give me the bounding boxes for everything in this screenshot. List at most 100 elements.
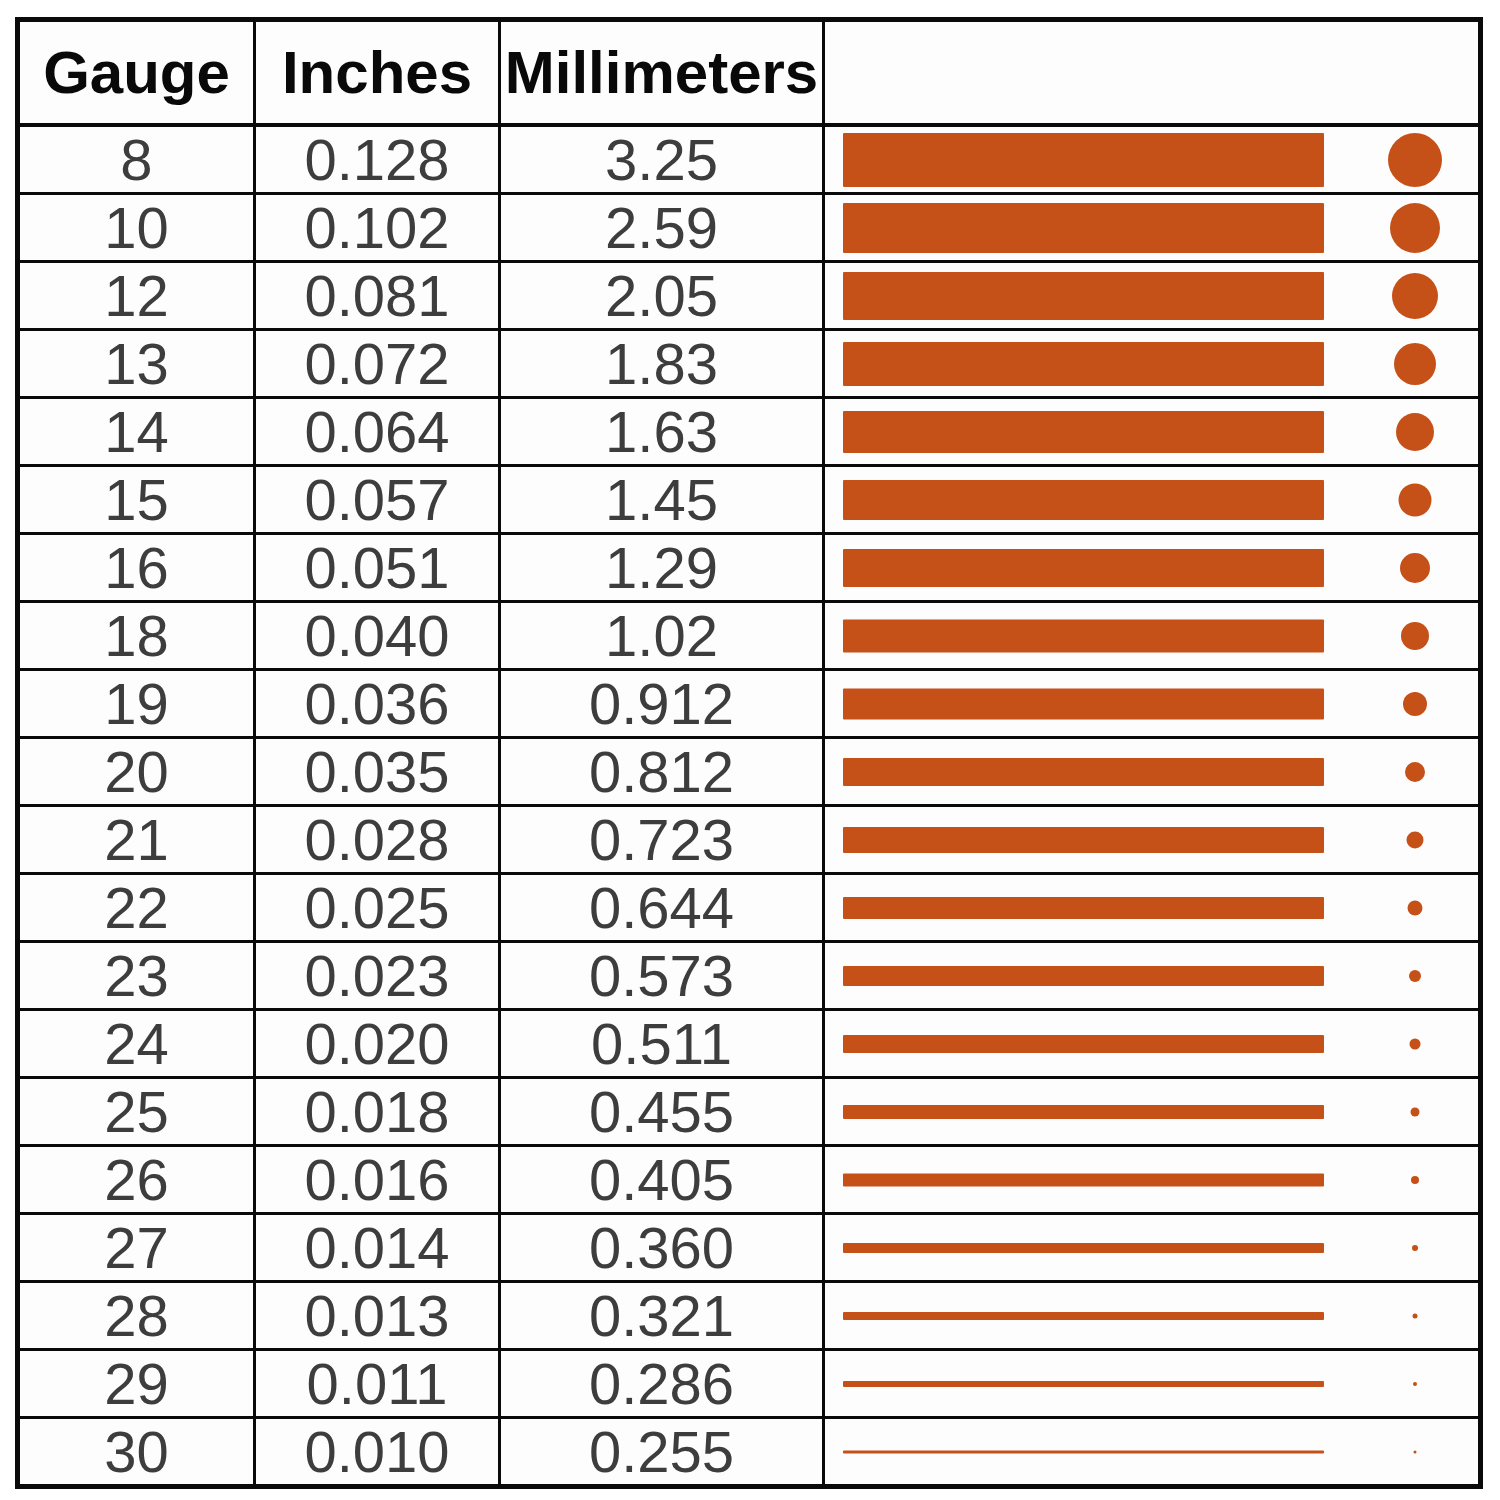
inches-cell: 0.014 xyxy=(253,1215,498,1280)
table-row: 8 0.128 3.25 xyxy=(20,127,1478,195)
header-millimeters: Millimeters xyxy=(498,22,822,123)
size-visual-cell xyxy=(822,1419,1478,1484)
inches-cell: 0.081 xyxy=(253,263,498,328)
size-visual-cell xyxy=(822,127,1478,192)
wire-diameter-dot xyxy=(1405,762,1425,782)
size-visual-cell xyxy=(822,1215,1478,1280)
size-visual-cell xyxy=(822,467,1478,532)
gauge-cell: 22 xyxy=(20,875,253,940)
inches-cell: 0.072 xyxy=(253,331,498,396)
wire-thickness-bar xyxy=(843,549,1324,587)
wire-diameter-dot xyxy=(1413,1313,1418,1318)
wire-thickness-bar xyxy=(843,480,1324,520)
inches-cell: 0.040 xyxy=(253,603,498,668)
wire-thickness-bar xyxy=(843,1312,1324,1320)
size-visual-cell xyxy=(822,535,1478,600)
mm-cell: 3.25 xyxy=(498,127,822,192)
gauge-cell: 29 xyxy=(20,1351,253,1416)
table-row: 20 0.035 0.812 xyxy=(20,739,1478,807)
inches-cell: 0.020 xyxy=(253,1011,498,1076)
wire-thickness-bar xyxy=(843,342,1324,386)
inches-cell: 0.023 xyxy=(253,943,498,1008)
wire-thickness-bar xyxy=(843,411,1324,453)
wire-diameter-dot xyxy=(1412,1245,1418,1251)
wire-thickness-bar xyxy=(843,1381,1324,1387)
mm-cell: 1.63 xyxy=(498,399,822,464)
inches-cell: 0.018 xyxy=(253,1079,498,1144)
table-row: 30 0.010 0.255 xyxy=(20,1419,1478,1484)
table-row: 27 0.014 0.360 xyxy=(20,1215,1478,1283)
mm-cell: 0.812 xyxy=(498,739,822,804)
size-visual-cell xyxy=(822,1283,1478,1348)
mm-cell: 0.255 xyxy=(498,1419,822,1484)
wire-thickness-bar xyxy=(843,1035,1324,1053)
gauge-cell: 24 xyxy=(20,1011,253,1076)
inches-cell: 0.028 xyxy=(253,807,498,872)
size-visual-cell xyxy=(822,739,1478,804)
gauge-cell: 18 xyxy=(20,603,253,668)
size-visual-cell xyxy=(822,807,1478,872)
wire-thickness-bar xyxy=(843,133,1324,187)
size-visual-cell xyxy=(822,943,1478,1008)
gauge-cell: 26 xyxy=(20,1147,253,1212)
inches-cell: 0.036 xyxy=(253,671,498,736)
gauge-cell: 20 xyxy=(20,739,253,804)
gauge-cell: 16 xyxy=(20,535,253,600)
table-row: 12 0.081 2.05 xyxy=(20,263,1478,331)
table-row: 23 0.023 0.573 xyxy=(20,943,1478,1011)
inches-cell: 0.010 xyxy=(253,1419,498,1484)
wire-diameter-dot xyxy=(1409,970,1421,982)
header-gauge: Gauge xyxy=(20,22,253,123)
wire-diameter-dot xyxy=(1414,1450,1417,1453)
table-row: 13 0.072 1.83 xyxy=(20,331,1478,399)
inches-cell: 0.051 xyxy=(253,535,498,600)
wire-thickness-bar xyxy=(843,897,1324,919)
size-visual-cell xyxy=(822,263,1478,328)
wire-diameter-dot xyxy=(1410,1038,1421,1049)
inches-cell: 0.016 xyxy=(253,1147,498,1212)
size-visual-cell xyxy=(822,1011,1478,1076)
gauge-cell: 27 xyxy=(20,1215,253,1280)
wire-diameter-dot xyxy=(1407,831,1424,848)
table-row: 25 0.018 0.455 xyxy=(20,1079,1478,1147)
size-visual-cell xyxy=(822,671,1478,736)
table-body: 8 0.128 3.25 10 0.102 2.59 12 0.081 2.05… xyxy=(20,127,1478,1484)
table-row: 21 0.028 0.723 xyxy=(20,807,1478,875)
mm-cell: 1.83 xyxy=(498,331,822,396)
wire-thickness-bar xyxy=(843,1173,1324,1186)
size-visual-cell xyxy=(822,195,1478,260)
wire-thickness-bar xyxy=(843,1105,1324,1119)
wire-thickness-bar xyxy=(843,827,1324,853)
gauge-cell: 30 xyxy=(20,1419,253,1484)
inches-cell: 0.064 xyxy=(253,399,498,464)
header-inches: Inches xyxy=(253,22,498,123)
table-row: 15 0.057 1.45 xyxy=(20,467,1478,535)
wire-diameter-dot xyxy=(1396,413,1434,451)
mm-cell: 1.29 xyxy=(498,535,822,600)
table-row: 14 0.064 1.63 xyxy=(20,399,1478,467)
table-row: 28 0.013 0.321 xyxy=(20,1283,1478,1351)
wire-thickness-bar xyxy=(843,966,1324,986)
table-row: 19 0.036 0.912 xyxy=(20,671,1478,739)
inches-cell: 0.025 xyxy=(253,875,498,940)
gauge-conversion-table: Gauge Inches Millimeters 8 0.128 3.25 10… xyxy=(15,17,1483,1489)
wire-thickness-bar xyxy=(843,688,1324,719)
mm-cell: 0.511 xyxy=(498,1011,822,1076)
gauge-cell: 21 xyxy=(20,807,253,872)
mm-cell: 1.02 xyxy=(498,603,822,668)
mm-cell: 0.723 xyxy=(498,807,822,872)
gauge-cell: 10 xyxy=(20,195,253,260)
gauge-cell: 19 xyxy=(20,671,253,736)
header-visual-empty xyxy=(822,22,1478,123)
gauge-cell: 12 xyxy=(20,263,253,328)
wire-thickness-bar xyxy=(843,1243,1324,1253)
gauge-cell: 15 xyxy=(20,467,253,532)
mm-cell: 0.455 xyxy=(498,1079,822,1144)
inches-cell: 0.035 xyxy=(253,739,498,804)
inches-cell: 0.128 xyxy=(253,127,498,192)
mm-cell: 0.912 xyxy=(498,671,822,736)
size-visual-cell xyxy=(822,1079,1478,1144)
wire-diameter-dot xyxy=(1411,1107,1420,1116)
gauge-cell: 14 xyxy=(20,399,253,464)
mm-cell: 0.573 xyxy=(498,943,822,1008)
